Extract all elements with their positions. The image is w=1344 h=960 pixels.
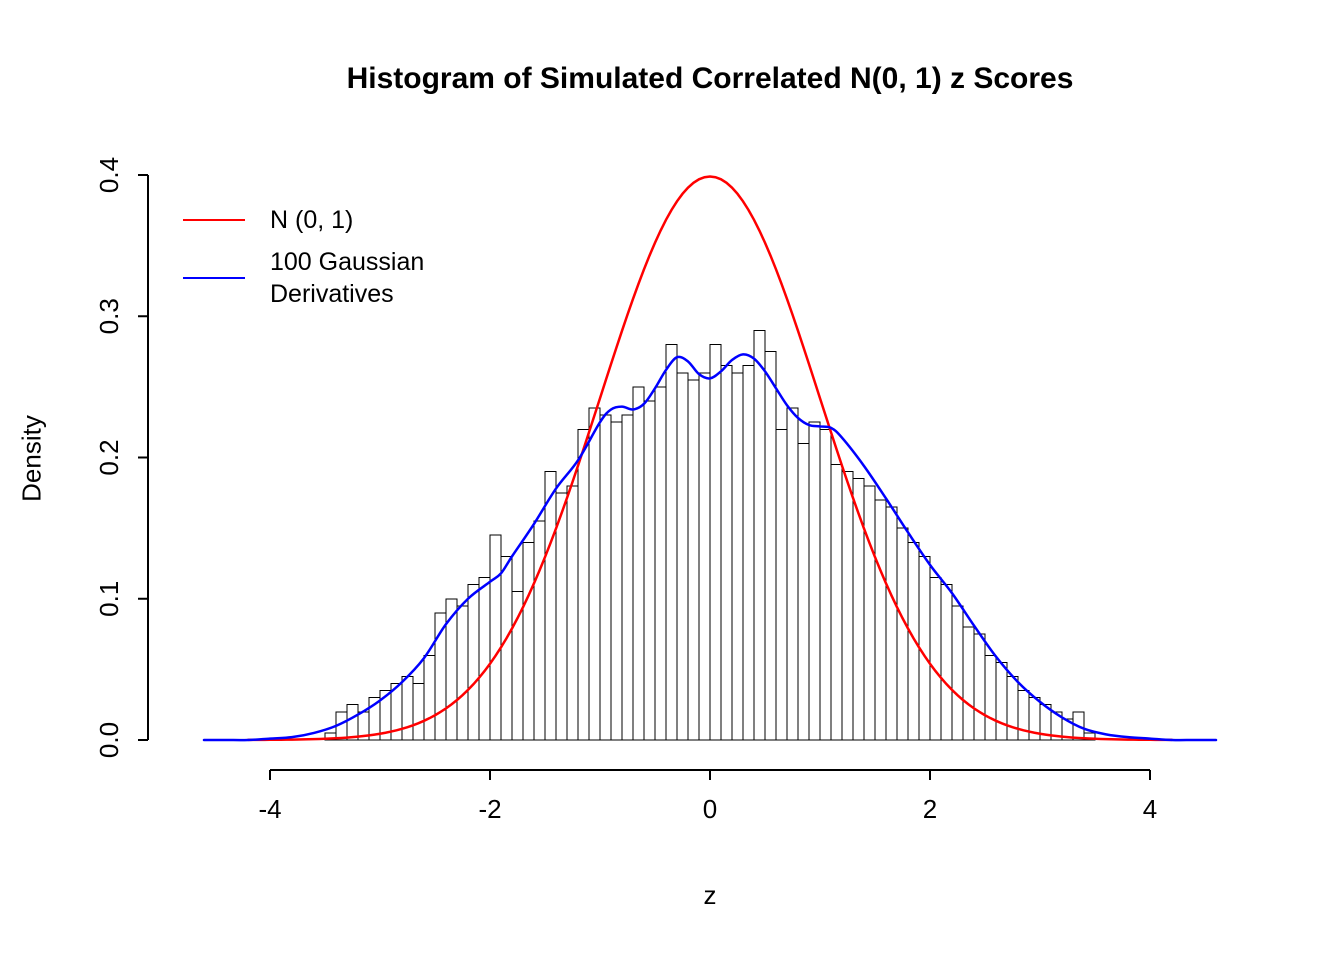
histogram-bar — [863, 485, 876, 741]
histogram-bar — [731, 372, 744, 741]
histogram-bar — [621, 414, 634, 741]
histogram-bar — [1017, 690, 1030, 741]
histogram-bar — [951, 605, 964, 741]
histogram-bar — [665, 344, 678, 741]
histogram-bar — [643, 400, 656, 741]
legend-item: 100 Gaussian Derivatives — [183, 246, 424, 310]
histogram-bar — [687, 379, 700, 741]
histogram-bar — [478, 577, 491, 741]
histogram-bar — [819, 428, 832, 741]
y-tick-label: 0.2 — [94, 439, 124, 475]
histogram-bar — [808, 421, 821, 741]
histogram-bar — [764, 351, 777, 741]
legend-line-sample — [183, 219, 245, 221]
histogram-bar — [874, 499, 887, 741]
histogram-bar — [973, 633, 986, 741]
histogram-bar — [786, 407, 799, 741]
density-curve-path — [202, 353, 1218, 742]
chart-title: Histogram of Simulated Correlated N(0, 1… — [346, 62, 1074, 95]
histogram-bar — [412, 683, 425, 741]
histogram-bar — [401, 675, 414, 741]
histogram-bar — [753, 329, 766, 741]
histogram-bar — [676, 372, 689, 741]
histogram-bar — [577, 428, 590, 741]
histogram-bar — [1083, 732, 1096, 741]
histogram-bar — [885, 506, 898, 741]
x-axis-label: z — [703, 880, 717, 910]
histogram-bar — [555, 492, 568, 741]
histogram-bar — [500, 555, 513, 741]
histogram-bar — [797, 442, 810, 741]
histogram-bar — [610, 421, 623, 741]
histogram-bar — [467, 584, 480, 741]
histogram-bar — [962, 626, 975, 741]
histogram-bar — [720, 365, 733, 741]
legend-label: N (0, 1) — [270, 206, 354, 234]
legend-line-sample — [183, 277, 245, 279]
histogram-bar — [544, 471, 557, 741]
x-tick-label: -2 — [478, 794, 501, 824]
histogram-bar — [346, 704, 359, 741]
histogram-bar — [742, 365, 755, 741]
histogram-bar — [852, 478, 865, 741]
legend-label: 100 Gaussian Derivatives — [270, 248, 425, 308]
histogram-bar — [566, 485, 579, 741]
histogram-bar — [511, 591, 524, 741]
x-tick-label: 0 — [703, 794, 717, 824]
histogram-bar — [599, 414, 612, 741]
y-tick-label: 0.3 — [94, 298, 124, 334]
x-tick-label: -4 — [258, 794, 281, 824]
histogram-bar — [775, 428, 788, 741]
histogram-bar — [929, 577, 942, 741]
histogram-bar — [423, 654, 436, 741]
histogram-bar — [830, 464, 843, 741]
normal-curve-path — [246, 175, 1174, 742]
histogram-bar — [841, 471, 854, 741]
histogram-bar — [456, 605, 469, 741]
y-tick-label: 0.4 — [94, 157, 124, 193]
histogram-bar — [489, 534, 502, 741]
y-tick-label: 0.0 — [94, 722, 124, 758]
histogram-bar — [533, 520, 546, 741]
y-tick-label: 0.1 — [94, 581, 124, 617]
histogram-bar — [896, 527, 909, 741]
x-tick-label: 4 — [1143, 794, 1157, 824]
histogram-bar — [654, 386, 667, 741]
histogram-bar — [588, 407, 601, 741]
x-tick-label: 2 — [923, 794, 937, 824]
histogram-bar — [698, 372, 711, 741]
legend-item: N (0, 1) — [183, 204, 424, 236]
histogram-bar — [984, 654, 997, 741]
histogram-bar — [907, 541, 920, 741]
histogram-bar — [995, 661, 1008, 741]
legend: N (0, 1) 100 Gaussian Derivatives — [183, 204, 424, 320]
histogram-bar — [632, 386, 645, 741]
histogram-bar — [709, 344, 722, 741]
histogram-bar — [940, 584, 953, 741]
y-axis-label: Density — [16, 415, 47, 502]
histogram-bar — [522, 541, 535, 741]
histogram-bar — [1006, 675, 1019, 741]
